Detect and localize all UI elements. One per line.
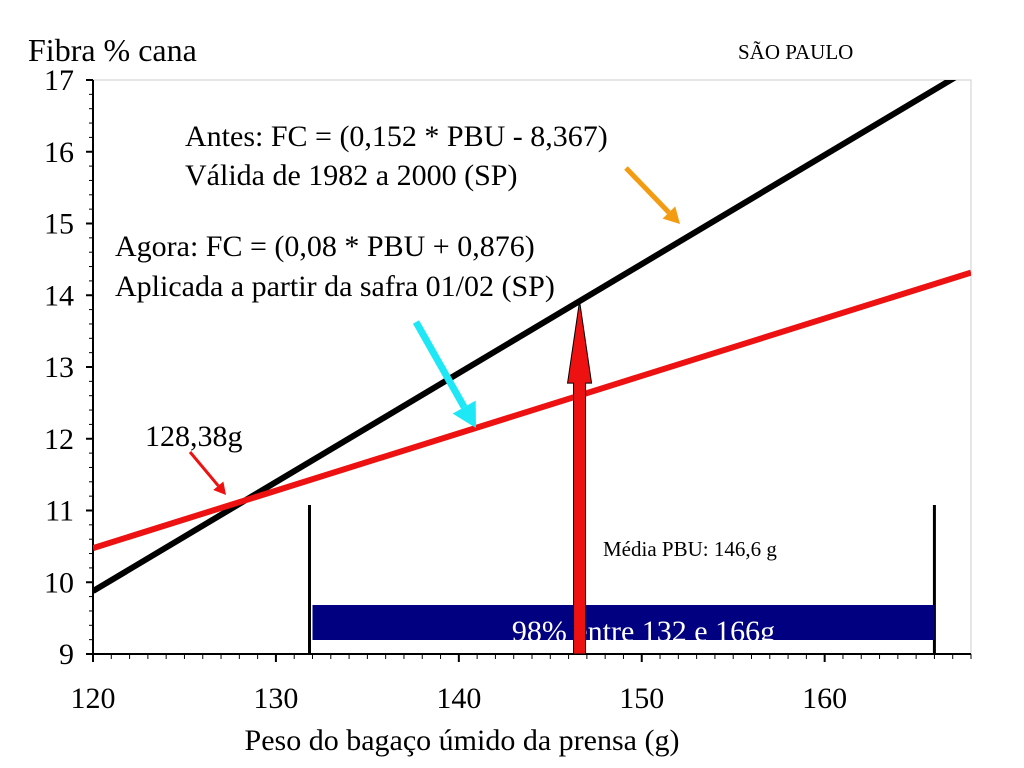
equation-before-line1: Antes: FC = (0,152 * PBU - 8,367) — [185, 120, 608, 153]
mean-arrow — [568, 301, 592, 654]
y-tick-label: 15 — [44, 208, 74, 241]
x-tick-label: 140 — [436, 682, 481, 715]
equation-after-line1: Agora: FC = (0,08 * PBU + 0,876) — [115, 230, 535, 263]
y-tick-label: 9 — [59, 638, 74, 671]
range-label: 98% entre 132 e 166g — [512, 615, 775, 648]
y-tick-label: 14 — [44, 279, 74, 312]
range-group: 98% entre 132 e 166g — [310, 505, 935, 654]
x-tick-label: 130 — [253, 682, 298, 715]
pointer-arrows — [190, 168, 680, 495]
y-tick-label: 11 — [45, 495, 74, 528]
y-tick-label: 12 — [44, 423, 74, 456]
orange-arrow — [626, 168, 680, 224]
region-label: SÃO PAULO — [738, 40, 853, 64]
y-axis-title: Fibra % cana — [28, 32, 197, 68]
intersection-label: 128,38g — [145, 420, 243, 453]
intersection-arrow — [190, 452, 226, 495]
y-tick-label: 10 — [44, 566, 74, 599]
cyan-arrow — [416, 322, 476, 428]
y-tick-label: 16 — [44, 136, 74, 169]
mean-label: Média PBU: 146,6 g — [603, 537, 777, 561]
equation-after-line2: Aplicada a partir da safra 01/02 (SP) — [115, 270, 555, 303]
x-tick-label: 120 — [71, 682, 116, 715]
mean-arrow-group — [568, 301, 592, 654]
x-axis-title: Peso do bagaço úmido da prensa (g) — [245, 724, 680, 757]
y-tick-label: 13 — [44, 351, 74, 384]
equation-before-line2: Válida de 1982 a 2000 (SP) — [185, 159, 517, 192]
y-tick-label: 17 — [44, 64, 74, 97]
series-line-after — [93, 273, 971, 549]
x-tick-label: 150 — [619, 682, 664, 715]
x-tick-label: 160 — [802, 682, 847, 715]
